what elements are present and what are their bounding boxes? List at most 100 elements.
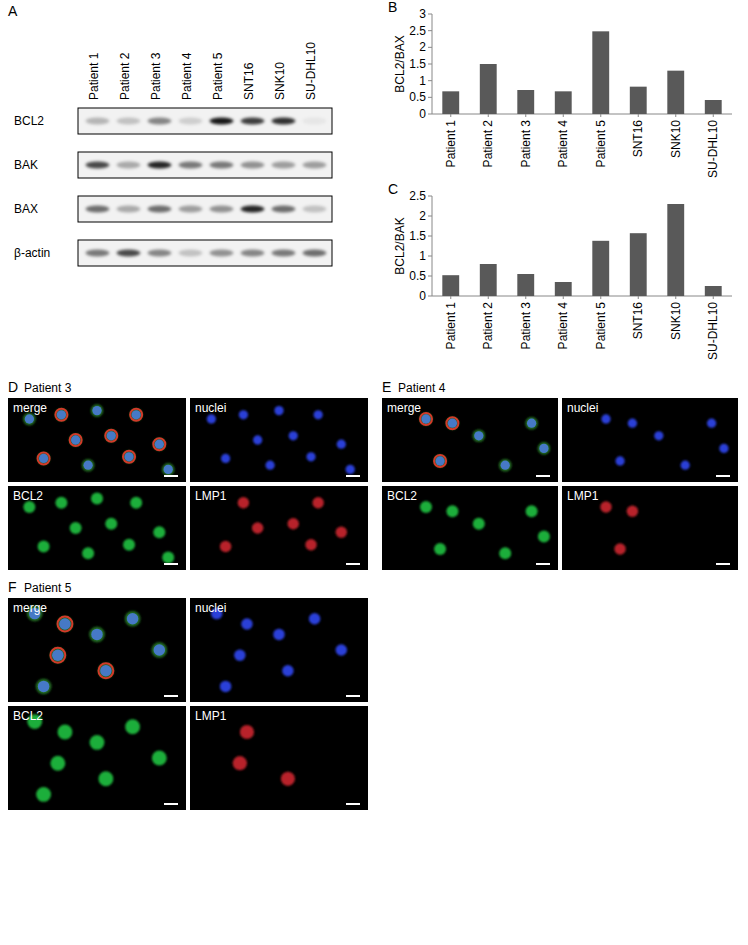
- cell-bcl2: [105, 430, 118, 443]
- cell-nucleus: [274, 406, 283, 415]
- micrograph: [190, 706, 368, 810]
- band: [179, 118, 203, 125]
- band: [210, 206, 234, 213]
- cell-nucleus: [314, 410, 323, 419]
- x-tick-label: Patient 2: [481, 302, 495, 350]
- cell-bcl2: [50, 647, 66, 663]
- band: [117, 118, 141, 125]
- band: [86, 206, 110, 213]
- x-tick-label: Patient 4: [556, 302, 570, 350]
- micrograph: [190, 398, 368, 482]
- x-tick-label: Patient 1: [444, 120, 458, 168]
- x-tick: [525, 296, 526, 299]
- cells: [23, 404, 174, 475]
- band: [303, 118, 327, 125]
- channel-label: BCL2: [387, 489, 417, 503]
- cell-bcl2: [162, 463, 175, 476]
- panel-letter: A: [8, 3, 18, 19]
- cell-bcl2: [125, 611, 141, 627]
- channel-label: BCL2: [13, 709, 43, 723]
- cell-bcl2: [55, 497, 67, 509]
- figure: A Patient 1 Patient 2 Patient 3 Patient 4 Pat…: [0, 0, 748, 945]
- cell-lmp1: [288, 518, 299, 529]
- x-tick: [713, 296, 714, 299]
- y-tick: [428, 216, 432, 217]
- cell-bcl2: [125, 719, 140, 734]
- scale-bar: [716, 475, 730, 477]
- y-tick-label: 2: [419, 209, 426, 223]
- y-tick: [428, 97, 432, 98]
- y-tick: [428, 296, 432, 297]
- cell-bcl2: [446, 417, 459, 430]
- channel-label: nuclei: [567, 401, 598, 415]
- band: [210, 162, 234, 169]
- cell-lmp1: [70, 434, 82, 446]
- cell-nucleus: [239, 410, 248, 419]
- y-tick-label: 1: [419, 74, 426, 88]
- cell-nucleus: [154, 644, 165, 655]
- lane-label: Patient 4: [180, 52, 194, 100]
- band: [117, 206, 141, 213]
- row-label: BCL2: [14, 114, 44, 128]
- channel-label: LMP1: [195, 489, 227, 503]
- micrograph: [382, 486, 558, 570]
- x-tick-label: SU-DHL10: [706, 120, 720, 178]
- band: [241, 162, 265, 169]
- band: [303, 162, 327, 169]
- bar: [667, 204, 684, 296]
- x-tick: [488, 296, 489, 299]
- band: [179, 206, 203, 213]
- micrograph: [8, 486, 186, 570]
- channel-label: merge: [13, 401, 47, 415]
- y-tick-label: 2.5: [409, 189, 426, 203]
- lane-label: SNT16: [242, 62, 256, 100]
- cell-bcl2: [473, 430, 486, 443]
- cell-nucleus: [127, 613, 138, 624]
- band: [148, 118, 172, 125]
- x-tick-label: Patient 1: [444, 302, 458, 350]
- x-tick: [600, 296, 601, 299]
- cell-lmp1: [627, 505, 638, 516]
- y-tick-label: 1.5: [409, 57, 426, 71]
- band: [148, 250, 172, 257]
- y-axis-title: BCL2/BAX: [393, 35, 407, 92]
- cell-bcl2: [526, 505, 538, 517]
- y-tick: [428, 47, 432, 48]
- y-tick: [428, 236, 432, 237]
- cells: [233, 725, 295, 786]
- band: [303, 250, 327, 257]
- cell-lmp1: [98, 663, 113, 678]
- panel-letter: C: [388, 181, 398, 197]
- band: [210, 118, 234, 125]
- cell-bcl2: [98, 771, 113, 786]
- cell-lmp1: [600, 501, 611, 512]
- row-label: BAK: [14, 158, 38, 172]
- cell-lmp1: [238, 497, 249, 508]
- cells: [420, 413, 550, 472]
- y-axis: [432, 196, 433, 296]
- lane-label: Patient 1: [87, 52, 101, 100]
- panel-letter: B: [388, 0, 397, 15]
- scale-bar: [536, 475, 550, 477]
- cell-nucleus: [289, 431, 298, 440]
- cell-nucleus: [253, 435, 262, 444]
- cell-lmp1: [58, 617, 73, 632]
- y-tick-label: 0: [419, 107, 426, 121]
- panel-letter: F: [8, 579, 17, 595]
- cell-nucleus: [241, 618, 252, 629]
- x-tick-label: Patient 3: [519, 120, 533, 168]
- cell-nucleus: [207, 414, 216, 423]
- x-tick-label: SNK10: [669, 120, 683, 158]
- x-tick: [525, 114, 526, 117]
- bar: [480, 264, 497, 296]
- cell-lmp1: [38, 452, 50, 464]
- cell-bcl2: [58, 725, 73, 740]
- cells: [220, 497, 347, 552]
- bar: [442, 275, 459, 296]
- blot-frame: [78, 196, 332, 222]
- cell-bcl2: [153, 438, 166, 451]
- band: [272, 250, 296, 257]
- band: [241, 250, 265, 257]
- y-tick-label: 0.5: [409, 269, 426, 283]
- channel-label: nuclei: [195, 401, 226, 415]
